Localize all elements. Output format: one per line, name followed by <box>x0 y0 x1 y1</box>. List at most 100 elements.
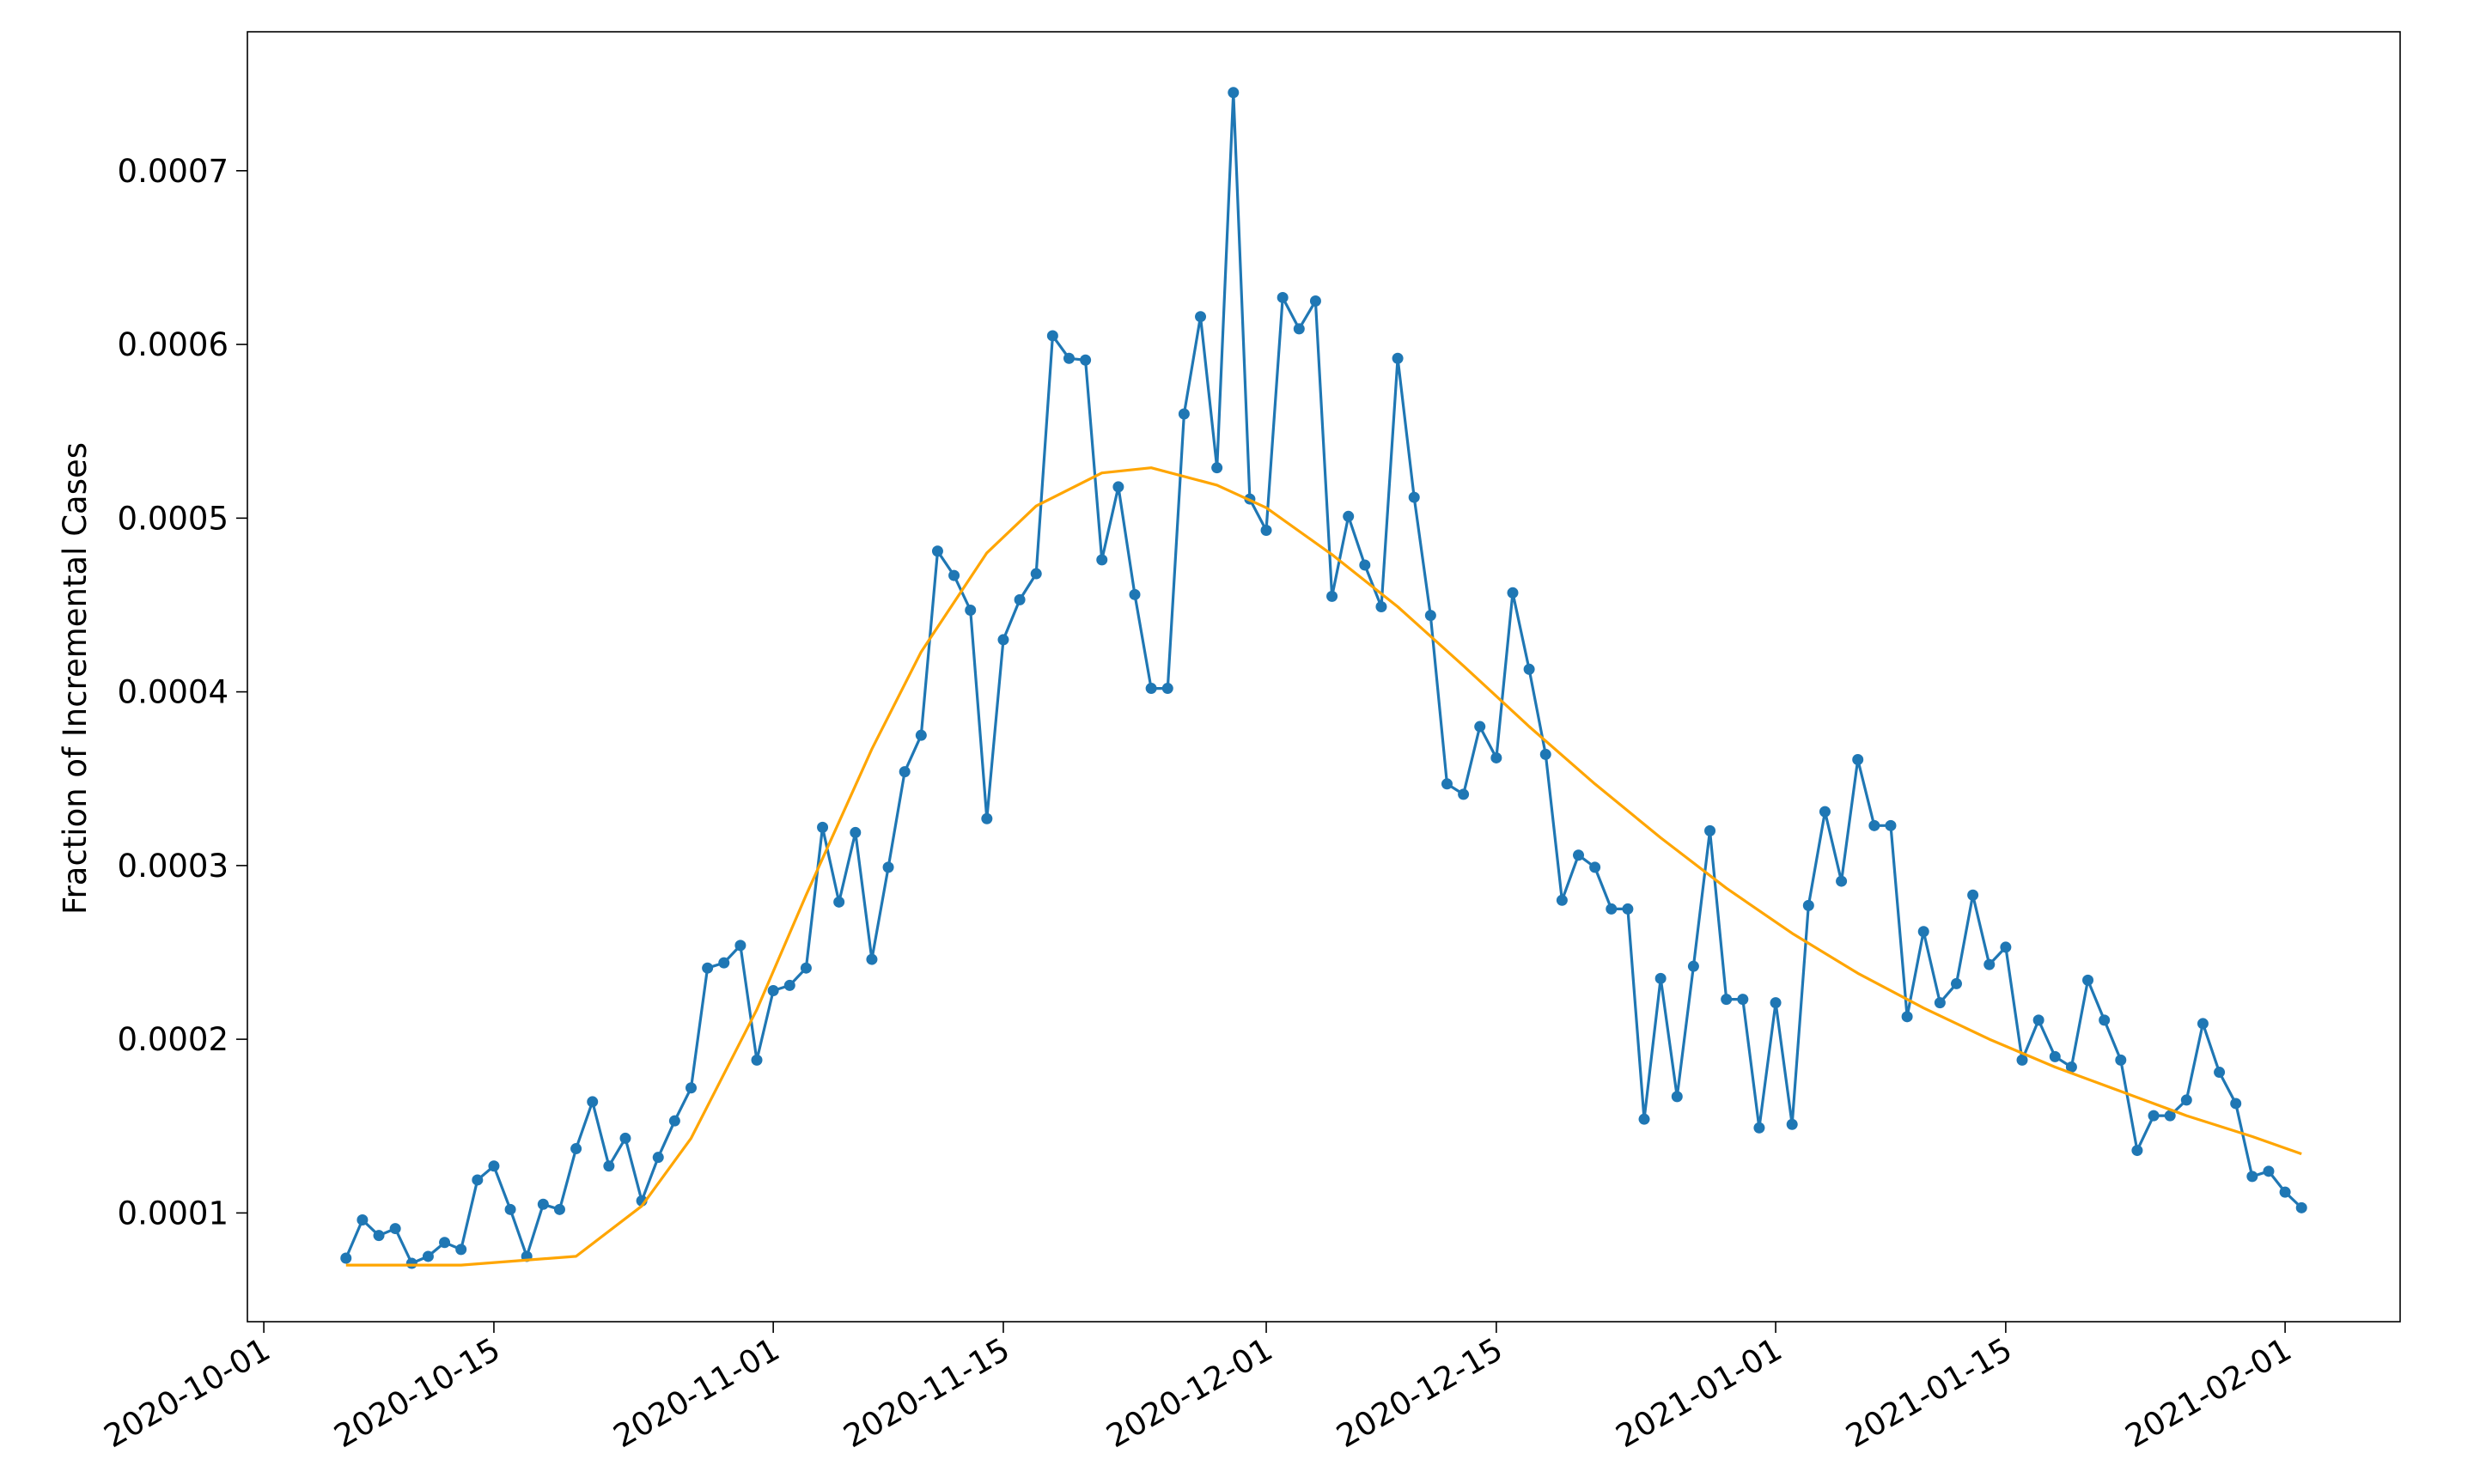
data-line <box>344 91 2303 1265</box>
data-point <box>931 545 943 557</box>
data-point <box>2032 1014 2044 1026</box>
data-point <box>439 1237 451 1249</box>
data-point <box>767 984 779 996</box>
data-point <box>1770 997 1782 1009</box>
data-point <box>1178 408 1190 420</box>
plot-frame <box>247 31 2401 1323</box>
data-point <box>1359 559 1371 571</box>
data-point <box>1507 587 1519 599</box>
data-point <box>1145 683 1157 695</box>
data-point <box>1786 1118 1798 1130</box>
data-point <box>1458 788 1470 800</box>
data-point <box>2263 1165 2275 1177</box>
data-point <box>1014 593 1026 605</box>
data-point <box>1293 323 1305 335</box>
data-point <box>882 861 894 873</box>
data-point <box>1687 960 1699 972</box>
data-point <box>1343 510 1355 522</box>
data-point <box>2082 974 2094 986</box>
data-point <box>1950 977 1962 989</box>
y-tick-label: 0.0006 <box>118 326 229 363</box>
data-point <box>1408 491 1420 503</box>
data-point <box>1030 568 1042 580</box>
data-point <box>1539 748 1551 760</box>
data-point <box>2197 1018 2209 1030</box>
data-point <box>866 953 878 965</box>
data-point <box>1852 753 1864 765</box>
data-point <box>1063 352 1075 364</box>
data-point <box>2164 1110 2176 1122</box>
data-point <box>1573 849 1585 861</box>
data-point <box>603 1160 615 1172</box>
y-tick-label: 0.0004 <box>118 674 229 711</box>
data-point <box>1523 663 1535 675</box>
data-point <box>1901 1011 1913 1023</box>
y-tick-label: 0.0003 <box>118 848 229 885</box>
data-point <box>2279 1186 2291 1198</box>
data-point <box>619 1132 631 1144</box>
data-point <box>1080 354 1092 366</box>
data-point <box>800 962 812 974</box>
data-point <box>1819 806 1831 818</box>
y-axis-label: Fraction of Incremental Cases <box>57 442 94 915</box>
data-point <box>2131 1145 2143 1157</box>
y-tick-label: 0.0007 <box>118 153 229 190</box>
data-point <box>2065 1061 2077 1073</box>
data-point <box>734 940 746 952</box>
data-point <box>718 957 730 969</box>
data-point <box>2049 1050 2061 1062</box>
data-point <box>1836 875 1848 887</box>
data-point <box>1211 462 1223 474</box>
data-point <box>751 1054 763 1066</box>
data-point <box>340 1252 352 1264</box>
data-point <box>783 979 795 991</box>
data-point <box>1622 903 1634 915</box>
data-point <box>1326 590 1338 602</box>
data-point <box>2000 941 2012 953</box>
data-point <box>1260 524 1272 536</box>
data-point <box>2246 1171 2258 1183</box>
data-point <box>1868 819 1880 831</box>
data-point <box>686 1082 698 1094</box>
data-point <box>1556 894 1568 906</box>
data-line <box>345 466 2302 1267</box>
data-point <box>997 634 1009 646</box>
data-point <box>1309 295 1321 307</box>
data-point <box>1046 330 1058 342</box>
data-point <box>1112 481 1124 493</box>
data-point <box>537 1198 549 1210</box>
data-point <box>570 1143 582 1155</box>
data-point <box>1424 610 1436 622</box>
data-point <box>356 1213 369 1226</box>
data-point <box>1474 721 1486 733</box>
data-point <box>965 605 977 617</box>
data-point <box>1392 352 1404 364</box>
data-point <box>1885 819 1897 831</box>
data-point <box>899 766 911 778</box>
data-point <box>817 821 829 833</box>
data-point <box>1606 903 1618 915</box>
data-point <box>389 1223 401 1235</box>
data-point <box>587 1096 599 1108</box>
data-point <box>1638 1113 1650 1125</box>
data-point <box>2099 1014 2111 1026</box>
y-tick-label: 0.0001 <box>118 1195 229 1232</box>
data-point <box>2016 1054 2028 1066</box>
data-point <box>1589 861 1601 873</box>
data-point <box>1802 899 1814 911</box>
data-point <box>1375 600 1387 612</box>
data-point <box>472 1174 484 1186</box>
data-point <box>1161 683 1173 695</box>
data-point <box>1654 972 1667 984</box>
data-point <box>1195 311 1207 323</box>
data-point <box>2295 1201 2307 1213</box>
data-point <box>2180 1094 2192 1106</box>
data-point <box>2115 1054 2127 1066</box>
data-point <box>2148 1110 2160 1122</box>
y-tick-label: 0.0005 <box>118 500 229 537</box>
data-point <box>1129 588 1141 600</box>
data-point <box>1721 994 1733 1006</box>
data-point <box>915 729 927 741</box>
data-point <box>948 569 960 581</box>
